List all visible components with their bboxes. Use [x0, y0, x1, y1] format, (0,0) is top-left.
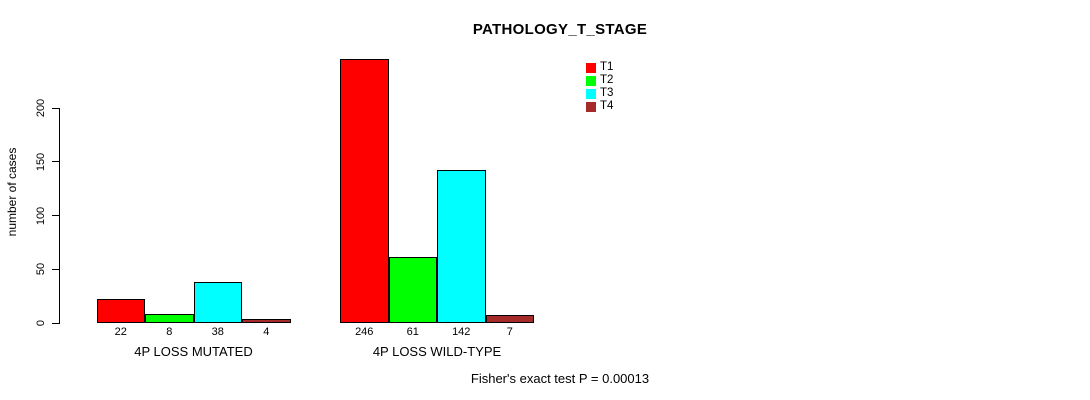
bar-t1-group1 — [96, 299, 145, 323]
bar-t2-group1 — [145, 314, 194, 323]
y-tick-mark — [52, 322, 59, 324]
y-tick-mark — [52, 107, 59, 109]
bar-value-label: 246 — [355, 326, 374, 338]
legend-label: T1 — [600, 61, 614, 73]
y-tick-label: 200 — [35, 98, 47, 118]
y-axis-label: number of cases — [5, 147, 19, 237]
bar-value-label: 8 — [166, 326, 173, 338]
y-tick-mark — [52, 215, 59, 216]
legend-item-t1: T1 — [586, 61, 613, 74]
group-label: 4P LOSS WILD-TYPE — [372, 344, 502, 359]
legend-swatch-t2 — [586, 75, 596, 86]
bar-value-label: 4 — [263, 326, 270, 338]
legend-label: T4 — [600, 100, 614, 112]
bar-value-label: 61 — [406, 326, 419, 338]
group-label: 4P LOSS MUTATED — [134, 344, 253, 359]
legend-item-t2: T2 — [586, 74, 613, 87]
bar-value-label: 142 — [452, 326, 471, 338]
y-axis-line — [59, 108, 60, 324]
legend: T1 T2 T3 T4 — [586, 61, 613, 113]
y-tick-label: 0 — [35, 319, 47, 327]
bar-t4-group2 — [485, 315, 534, 323]
bar-t3-group1 — [193, 282, 242, 323]
y-tick-mark — [52, 161, 59, 163]
bar-t2-group2 — [388, 257, 437, 323]
y-tick-label: 100 — [35, 206, 47, 225]
legend-swatch-t1 — [586, 62, 596, 73]
legend-item-t3: T3 — [586, 87, 613, 100]
chart-title: PATHOLOGY_T_STAGE — [472, 21, 648, 38]
y-tick-mark — [52, 268, 59, 270]
legend-label: T3 — [600, 87, 614, 99]
legend-swatch-t3 — [586, 88, 596, 99]
legend-item-t4: T4 — [586, 100, 613, 113]
legend-label: T2 — [600, 74, 614, 86]
bar-value-label: 7 — [506, 326, 513, 338]
y-tick-label: 50 — [35, 263, 47, 276]
bar-value-label: 38 — [211, 326, 224, 338]
bar-t4-group1 — [242, 319, 291, 323]
statistical-test-note: Fisher's exact test P = 0.00013 — [470, 371, 650, 386]
bar-value-label: 22 — [114, 326, 127, 338]
legend-swatch-t4 — [586, 101, 596, 112]
bar-t3-group2 — [437, 170, 486, 323]
y-tick-label: 150 — [35, 152, 47, 171]
bar-t1-group2 — [340, 59, 389, 323]
